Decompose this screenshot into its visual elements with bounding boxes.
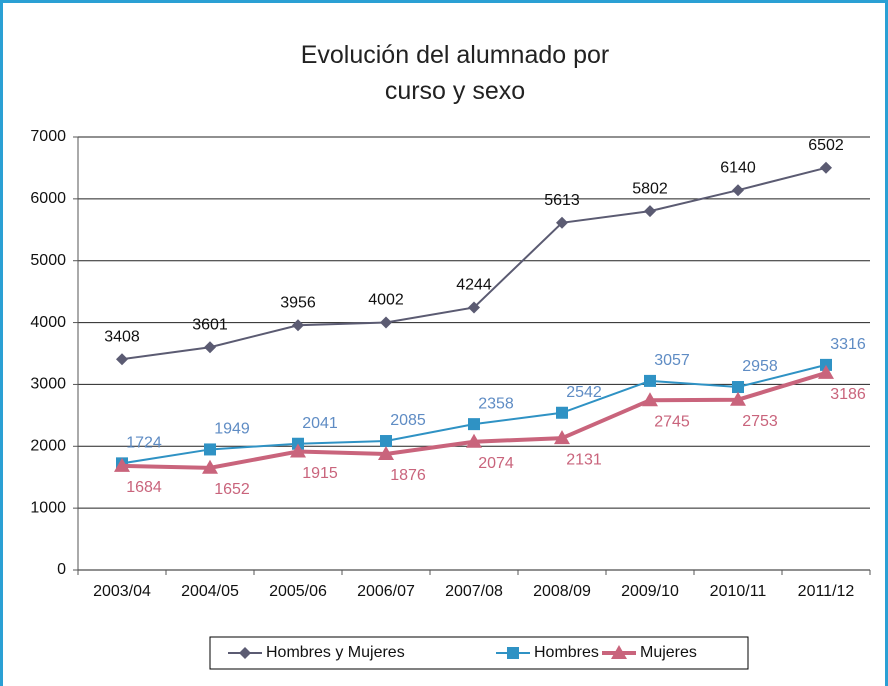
data-label: 2753: [742, 413, 778, 430]
point: [732, 184, 744, 197]
data-label: 4002: [368, 292, 404, 309]
point: [468, 418, 480, 431]
data-label: 2358: [478, 395, 514, 412]
data-label: 3057: [654, 352, 690, 369]
data-label: 3316: [830, 336, 866, 353]
y-tick-label: 2000: [30, 438, 66, 455]
legend-label: Hombres: [534, 644, 599, 661]
x-tick-label: 2007/08: [445, 583, 503, 600]
point: [554, 430, 570, 445]
y-tick-label: 3000: [30, 376, 66, 393]
point: [466, 433, 482, 448]
point: [292, 319, 304, 332]
x-tick-label: 2010/11: [710, 583, 767, 600]
data-label: 3956: [280, 295, 316, 312]
point: [642, 392, 658, 407]
data-label: 1876: [390, 467, 426, 484]
point: [730, 391, 746, 406]
legend-marker: [239, 647, 251, 659]
title-line: curso y sexo: [385, 77, 525, 105]
point: [114, 457, 130, 472]
data-label: 4244: [456, 277, 492, 294]
point: [818, 364, 834, 379]
point: [380, 435, 392, 448]
data-label: 5802: [632, 180, 668, 197]
data-label: 3186: [830, 386, 866, 403]
x-tick-label: 2008/09: [533, 583, 591, 600]
point: [204, 443, 216, 456]
y-tick-label: 5000: [30, 252, 66, 269]
legend-label: Mujeres: [640, 644, 697, 661]
point: [556, 216, 568, 229]
x-tick-label: 2011/12: [798, 583, 855, 600]
y-tick-label: 0: [57, 561, 66, 578]
data-label: 2958: [742, 358, 778, 375]
legend-label: Hombres y Mujeres: [266, 644, 405, 661]
data-label: 2085: [390, 412, 426, 429]
point: [204, 341, 216, 354]
point: [556, 406, 568, 419]
data-label: 6140: [720, 159, 756, 176]
data-label: 5613: [544, 192, 580, 209]
y-tick-label: 6000: [30, 190, 66, 207]
data-label: 6502: [808, 137, 844, 154]
data-label: 1915: [302, 465, 338, 482]
data-label: 2041: [302, 415, 338, 432]
data-label: 1684: [126, 479, 162, 496]
data-label: 3408: [104, 328, 140, 345]
data-label: 1949: [214, 421, 250, 438]
data-label: 2074: [478, 455, 514, 472]
data-label: 3601: [192, 316, 228, 333]
x-tick-label: 2009/10: [621, 583, 679, 600]
data-label: 1724: [126, 435, 162, 452]
x-tick-label: 2003/04: [93, 583, 151, 600]
x-tick-label: 2004/05: [181, 583, 239, 600]
data-label: 2131: [566, 451, 602, 468]
point: [732, 381, 744, 394]
point: [820, 161, 832, 174]
point: [468, 301, 480, 314]
point: [644, 374, 656, 387]
x-tick-label: 2005/06: [269, 583, 327, 600]
x-tick-label: 2006/07: [357, 583, 415, 600]
data-label: 2745: [654, 413, 690, 430]
legend-box: [209, 636, 749, 670]
data-label: 1652: [214, 481, 250, 498]
title-line: Evolución del alumnado por: [301, 41, 610, 69]
y-tick-label: 7000: [30, 128, 66, 145]
point: [644, 205, 656, 218]
chart-title: Evolución del alumnado por curso y sexo: [301, 41, 610, 105]
point: [202, 459, 218, 474]
y-tick-label: 1000: [30, 499, 66, 516]
legend-marker: [611, 645, 627, 659]
legend-marker: [507, 647, 519, 659]
point: [378, 445, 394, 460]
point: [290, 443, 306, 458]
data-label: 2542: [566, 384, 602, 401]
y-tick-label: 4000: [30, 314, 66, 331]
point: [380, 316, 392, 329]
point: [116, 353, 128, 366]
point: [820, 358, 832, 371]
